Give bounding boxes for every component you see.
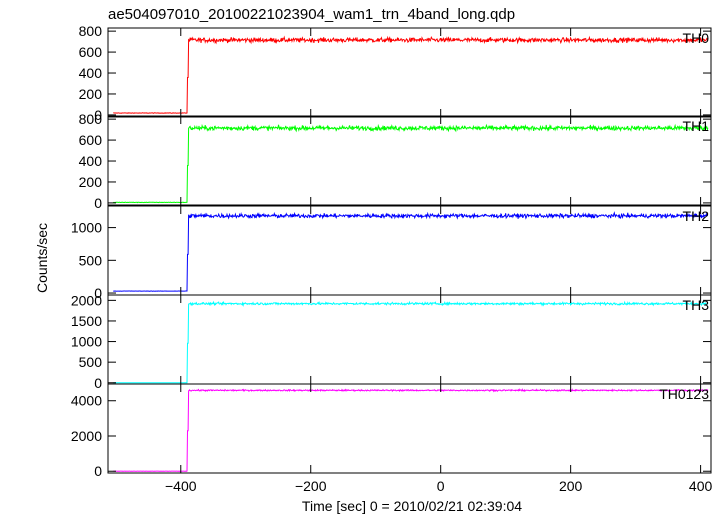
x-axis: −400 −200 0 200 400 — [165, 478, 712, 494]
x-tick-label: 0 — [437, 478, 445, 494]
x-axis-label: Time [sec] 0 = 2010/02/21 02:39:04 — [302, 498, 522, 514]
y-tick-label: 0 — [94, 375, 102, 391]
panel-label: TH1 — [683, 118, 710, 134]
y-axis-label: Counts/sec — [34, 223, 50, 293]
panel-th0123: 0 2000 4000 TH0123 — [71, 383, 712, 479]
y-tick-label: 0 — [94, 285, 102, 301]
panel-frame — [107, 383, 712, 474]
x-tick-label: −200 — [295, 478, 327, 494]
y-tick-label: 600 — [79, 44, 103, 60]
series-line-th2 — [113, 211, 709, 292]
y-tick-label: 400 — [79, 153, 103, 169]
x-tick-label: 200 — [559, 478, 583, 494]
panel-frame — [107, 115, 712, 206]
x-tick-label: −400 — [165, 478, 197, 494]
y-tick-label: 1000 — [71, 220, 102, 236]
y-tick-label: 600 — [79, 132, 103, 148]
y-tick-label: 500 — [79, 354, 103, 370]
panel-label: TH0 — [683, 30, 710, 46]
panel-frame — [107, 205, 712, 296]
panel-label: TH2 — [683, 208, 710, 224]
chart-title: ae504097010_20100221023904_wam1_trn_4ban… — [108, 6, 515, 23]
series-line-th3 — [113, 300, 709, 384]
panel-frame — [107, 27, 712, 118]
y-tick-label: 0 — [94, 107, 102, 123]
panel-label: TH0123 — [659, 386, 709, 402]
panel-th1: 0 200 400 600 800 TH1 — [79, 111, 712, 211]
y-tick-label: 1500 — [71, 313, 102, 329]
panel-label: TH3 — [683, 297, 710, 313]
series-line-th0 — [113, 35, 709, 114]
chart-panels: 0 200 400 600 800 TH0 0 200 400 600 800 TH1 0 500 1000… — [71, 23, 712, 479]
panel-frame — [107, 294, 712, 385]
panel-th3: 0 500 1000 1500 2000 TH3 — [71, 292, 712, 391]
y-tick-label: 1000 — [71, 334, 102, 350]
panel-th0: 0 200 400 600 800 TH0 — [79, 23, 712, 123]
series-line-th1 — [112, 123, 709, 204]
y-tick-label: 2000 — [71, 292, 102, 308]
series-line-th0123 — [113, 388, 709, 472]
y-tick-label: 4000 — [71, 393, 102, 409]
y-tick-label: 800 — [79, 111, 103, 127]
x-tick-label: 400 — [689, 478, 713, 494]
y-tick-label: 0 — [94, 195, 102, 211]
y-tick-label: 500 — [79, 252, 103, 268]
y-tick-label: 200 — [79, 174, 103, 190]
panel-th2: 0 500 1000 TH2 — [71, 205, 712, 301]
y-tick-label: 2000 — [71, 428, 102, 444]
y-tick-label: 800 — [79, 23, 103, 39]
y-tick-label: 400 — [79, 65, 103, 81]
y-tick-label: 200 — [79, 86, 103, 102]
y-tick-label: 0 — [94, 463, 102, 479]
